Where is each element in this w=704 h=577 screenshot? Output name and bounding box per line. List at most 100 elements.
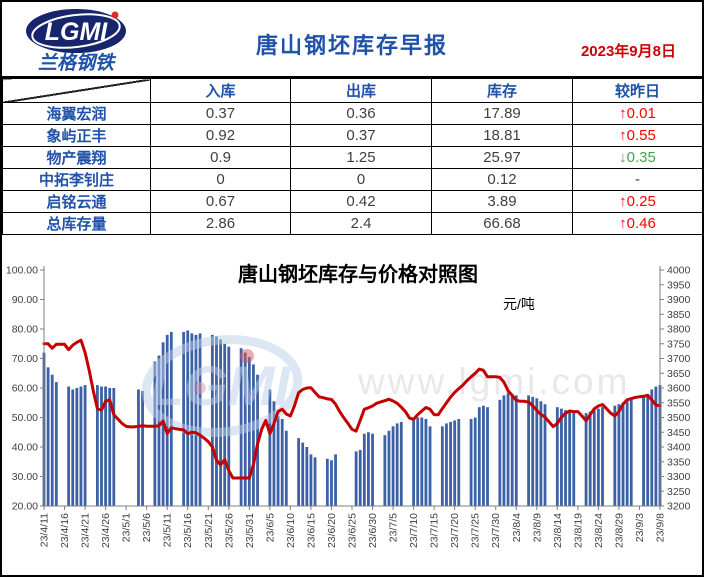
left-axis-label: 100.00 <box>6 265 38 277</box>
inventory-bar <box>50 374 54 506</box>
row-label: 物产震翔 <box>2 146 151 169</box>
chart-area: 唐山钢坯库存与价格对照图 元/吨 LGMI www.lgmi.com 20.00 30.0… <box>2 238 702 575</box>
x-axis-label: 23/4/26 <box>100 513 112 548</box>
right-axis-label: 3250 <box>667 486 691 498</box>
cell-change: ↑0.55 <box>572 124 702 147</box>
inventory-bar <box>284 430 288 506</box>
inventory-bar <box>358 449 362 506</box>
inventory-bar <box>527 395 530 507</box>
inventory-bar <box>416 417 420 506</box>
inventory-bar <box>424 418 428 506</box>
logo-ring-icon <box>31 13 121 49</box>
chart-title: 唐山钢坯库存与价格对照图 <box>238 262 478 286</box>
inventory-bar <box>453 420 457 506</box>
inventory-bar <box>313 457 317 506</box>
cell-outbound: 0.42 <box>290 190 432 213</box>
inventory-bar <box>367 432 370 506</box>
inventory-bar <box>280 418 284 506</box>
x-axis-label: 23/8/9 <box>531 513 543 542</box>
diagonal-header-cell <box>2 77 151 103</box>
price-line <box>42 338 662 480</box>
inventory-bar <box>71 389 75 506</box>
inventory-bar <box>272 401 276 506</box>
cell-stock: 3.89 <box>431 190 573 213</box>
right-axis-label: 3300 <box>667 471 691 483</box>
logo-red-dot-icon <box>111 11 119 19</box>
right-axis-label: 3600 <box>667 383 691 395</box>
inventory-bar <box>449 421 452 506</box>
cell-outbound: 0.36 <box>290 102 432 125</box>
inventory-bar <box>79 386 83 506</box>
left-axis-label: 20.00 <box>12 501 38 513</box>
inventory-bar <box>387 430 391 506</box>
inventory-bar <box>330 460 333 506</box>
inventory-bar <box>514 395 518 507</box>
inventory-bar <box>354 451 358 506</box>
right-axis-label: 3400 <box>667 442 691 454</box>
left-axis-label: 60.00 <box>12 383 38 395</box>
cell-change: ↓0.35 <box>572 146 702 169</box>
inventory-bar <box>334 454 337 507</box>
right-axis-label: 3550 <box>667 397 691 409</box>
inventory-bar <box>629 399 633 506</box>
inventory-bar <box>391 426 395 506</box>
logo-text: LGMI <box>45 18 109 46</box>
inventory-bar <box>597 408 600 506</box>
inventory-bar <box>104 386 107 506</box>
right-axis-label: 3900 <box>667 294 691 306</box>
inventory-bar <box>428 426 432 506</box>
inventory-bar <box>215 336 218 507</box>
cell-outbound: 0 <box>290 168 432 191</box>
col-header-inbound: 入库 <box>150 77 291 103</box>
inventory-bar <box>498 399 502 506</box>
right-axis-label: 3500 <box>667 412 691 424</box>
inventory-table-body: 海翼宏润 0.37 0.36 17.89 ↑0.01 象屿正丰 0.92 0.37 18.81 ↑… <box>2 102 702 235</box>
table-row: 总库存量 2.86 2.4 66.68 ↑0.46 <box>2 212 702 235</box>
inventory-bar <box>588 411 592 506</box>
report-date: 2023年9月8日 <box>580 43 676 60</box>
inventory-bar <box>153 361 157 506</box>
cell-change: ↑0.25 <box>572 190 702 213</box>
inventory-bar <box>252 364 255 506</box>
table-row: 中拓李钊庄 0 0 0.12- <box>2 168 702 191</box>
left-axis-label: 90.00 <box>12 294 38 306</box>
inventory-bar <box>625 401 629 506</box>
inventory-bar <box>112 388 116 506</box>
right-axis-label: 3350 <box>667 456 691 468</box>
x-axis-label: 23/6/20 <box>326 513 338 548</box>
inventory-bar <box>75 388 79 506</box>
inventory-bar <box>198 333 202 506</box>
inventory-bar <box>469 418 473 506</box>
x-axis-label: 23/5/21 <box>203 513 215 548</box>
logo-subtext: 兰格钢铁 <box>38 52 117 74</box>
x-axis-label: 23/7/10 <box>408 513 420 548</box>
inventory-bar <box>555 407 559 506</box>
cell-inbound: 2.86 <box>150 212 291 235</box>
inventory-bar <box>584 413 588 506</box>
x-axis-label: 23/6/30 <box>367 513 379 548</box>
x-axis-label: 23/5/6 <box>141 513 153 542</box>
cell-outbound: 0.37 <box>290 124 432 147</box>
row-label: 海翼宏润 <box>2 102 151 125</box>
inventory-bar <box>412 420 415 506</box>
inventory-bar <box>420 417 424 506</box>
cell-outbound: 2.4 <box>290 212 432 235</box>
row-label: 象屿正丰 <box>2 124 151 147</box>
row-label: 中拓李钊庄 <box>2 168 151 191</box>
left-axis-label: 80.00 <box>12 324 38 336</box>
table-row: 启铭云通 0.67 0.42 3.89 ↑0.25 <box>2 190 702 213</box>
col-header-outbound: 出库 <box>290 77 432 103</box>
inventory-bar <box>601 407 604 506</box>
table-row: 海翼宏润 0.37 0.36 17.89 ↑0.01 <box>2 102 702 125</box>
page-title: 唐山钢坯库存早报 <box>255 33 448 58</box>
inventory-bar <box>506 392 510 506</box>
x-axis-label: 23/8/4 <box>511 513 523 542</box>
inventory-bar <box>194 334 198 506</box>
cell-inbound: 0.9 <box>150 146 291 169</box>
inventory-bar <box>457 418 461 506</box>
inventory-bar <box>297 438 301 506</box>
right-axis-label: 3450 <box>667 427 691 439</box>
x-axis-label: 23/9/3 <box>634 513 646 542</box>
inventory-bar <box>67 386 71 506</box>
